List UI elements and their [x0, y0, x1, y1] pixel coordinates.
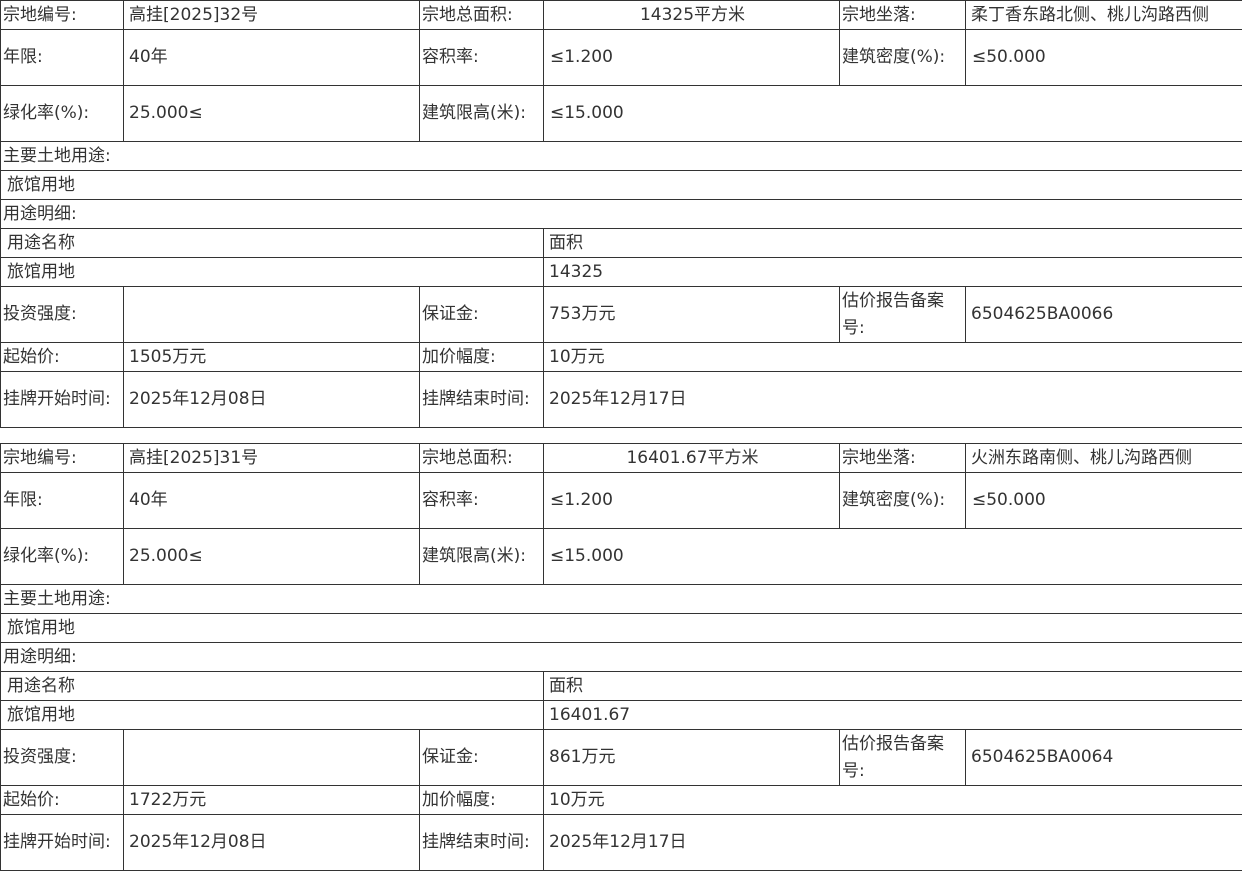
label-plot-ratio: 容积率: — [419, 29, 544, 86]
value-use-area: 14325 — [543, 257, 1242, 287]
value-green-ratio: 25.000≤ — [123, 85, 420, 142]
label-green-ratio: 绿化率(%): — [0, 528, 124, 585]
parcel-table-2: 宗地编号: 高挂[2025]31号 宗地总面积: 16401.67平方米 宗地坐… — [0, 443, 1242, 871]
value-listing-end: 2025年12月17日 — [543, 371, 1242, 428]
value-term: 40年 — [123, 29, 420, 86]
value-use-name: 旅馆用地 — [0, 257, 544, 287]
label-parcel-no: 宗地编号: — [0, 0, 124, 30]
label-use-detail: 用途明细: — [0, 199, 1242, 229]
value-total-area: 16401.67平方米 — [543, 443, 840, 473]
value-height-limit: ≤15.000 — [543, 528, 1242, 585]
label-increment: 加价幅度: — [419, 342, 544, 372]
label-plot-ratio: 容积率: — [419, 472, 544, 529]
label-green-ratio: 绿化率(%): — [0, 85, 124, 142]
label-listing-start: 挂牌开始时间: — [0, 814, 124, 871]
header-area: 面积 — [543, 228, 1242, 258]
label-main-use: 主要土地用途: — [0, 141, 1242, 171]
label-investment-intensity: 投资强度: — [0, 729, 124, 786]
label-listing-end: 挂牌结束时间: — [419, 371, 544, 428]
value-listing-end: 2025年12月17日 — [543, 814, 1242, 871]
label-term: 年限: — [0, 29, 124, 86]
value-investment-intensity — [123, 286, 420, 343]
parcel-table-1: 宗地编号: 高挂[2025]32号 宗地总面积: 14325平方米 宗地坐落: … — [0, 0, 1242, 428]
label-term: 年限: — [0, 472, 124, 529]
row-term: 年限: 40年 容积率: ≤1.200 建筑密度(%): ≤50.000 — [0, 29, 1242, 86]
header-use-name: 用途名称 — [0, 228, 544, 258]
label-use-detail: 用途明细: — [0, 642, 1242, 672]
label-building-density: 建筑密度(%): — [839, 29, 966, 86]
label-listing-start: 挂牌开始时间: — [0, 371, 124, 428]
value-location: 柔丁香东路北侧、桃儿沟路西侧 — [965, 0, 1242, 30]
value-listing-start: 2025年12月08日 — [123, 371, 420, 428]
value-term: 40年 — [123, 472, 420, 529]
value-deposit: 753万元 — [543, 286, 840, 343]
header-area: 面积 — [543, 671, 1242, 701]
label-height-limit: 建筑限高(米): — [419, 85, 544, 142]
value-use-name: 旅馆用地 — [0, 700, 544, 730]
row-parcel-no: 宗地编号: 高挂[2025]32号 宗地总面积: 14325平方米 宗地坐落: … — [0, 0, 1242, 30]
value-total-area: 14325平方米 — [543, 0, 840, 30]
label-appraisal-no: 估价报告备案号: — [839, 286, 966, 343]
value-appraisal-no: 6504625BA0066 — [965, 286, 1242, 343]
label-investment-intensity: 投资强度: — [0, 286, 124, 343]
label-location: 宗地坐落: — [839, 0, 966, 30]
value-start-price: 1722万元 — [123, 785, 420, 815]
value-building-density: ≤50.000 — [965, 29, 1242, 86]
label-deposit: 保证金: — [419, 286, 544, 343]
label-deposit: 保证金: — [419, 729, 544, 786]
value-green-ratio: 25.000≤ — [123, 528, 420, 585]
value-investment-intensity — [123, 729, 420, 786]
value-location: 火洲东路南侧、桃儿沟路西侧 — [965, 443, 1242, 473]
label-main-use: 主要土地用途: — [0, 584, 1242, 614]
value-use-area: 16401.67 — [543, 700, 1242, 730]
value-parcel-no: 高挂[2025]32号 — [123, 0, 420, 30]
label-location: 宗地坐落: — [839, 443, 966, 473]
label-total-area: 宗地总面积: — [419, 443, 544, 473]
label-start-price: 起始价: — [0, 342, 124, 372]
label-parcel-no: 宗地编号: — [0, 443, 124, 473]
label-appraisal-no: 估价报告备案号: — [839, 729, 966, 786]
value-main-use: 旅馆用地 — [0, 170, 1242, 200]
value-increment: 10万元 — [543, 342, 1242, 372]
label-listing-end: 挂牌结束时间: — [419, 814, 544, 871]
value-appraisal-no: 6504625BA0064 — [965, 729, 1242, 786]
label-start-price: 起始价: — [0, 785, 124, 815]
row-green-ratio: 绿化率(%): 25.000≤ 建筑限高(米): ≤15.000 — [0, 85, 1242, 142]
value-parcel-no: 高挂[2025]31号 — [123, 443, 420, 473]
label-increment: 加价幅度: — [419, 785, 544, 815]
value-plot-ratio: ≤1.200 — [543, 29, 840, 86]
value-plot-ratio: ≤1.200 — [543, 472, 840, 529]
value-main-use: 旅馆用地 — [0, 613, 1242, 643]
header-use-name: 用途名称 — [0, 671, 544, 701]
value-increment: 10万元 — [543, 785, 1242, 815]
value-start-price: 1505万元 — [123, 342, 420, 372]
label-height-limit: 建筑限高(米): — [419, 528, 544, 585]
label-building-density: 建筑密度(%): — [839, 472, 966, 529]
value-deposit: 861万元 — [543, 729, 840, 786]
value-height-limit: ≤15.000 — [543, 85, 1242, 142]
value-building-density: ≤50.000 — [965, 472, 1242, 529]
value-listing-start: 2025年12月08日 — [123, 814, 420, 871]
label-total-area: 宗地总面积: — [419, 0, 544, 30]
